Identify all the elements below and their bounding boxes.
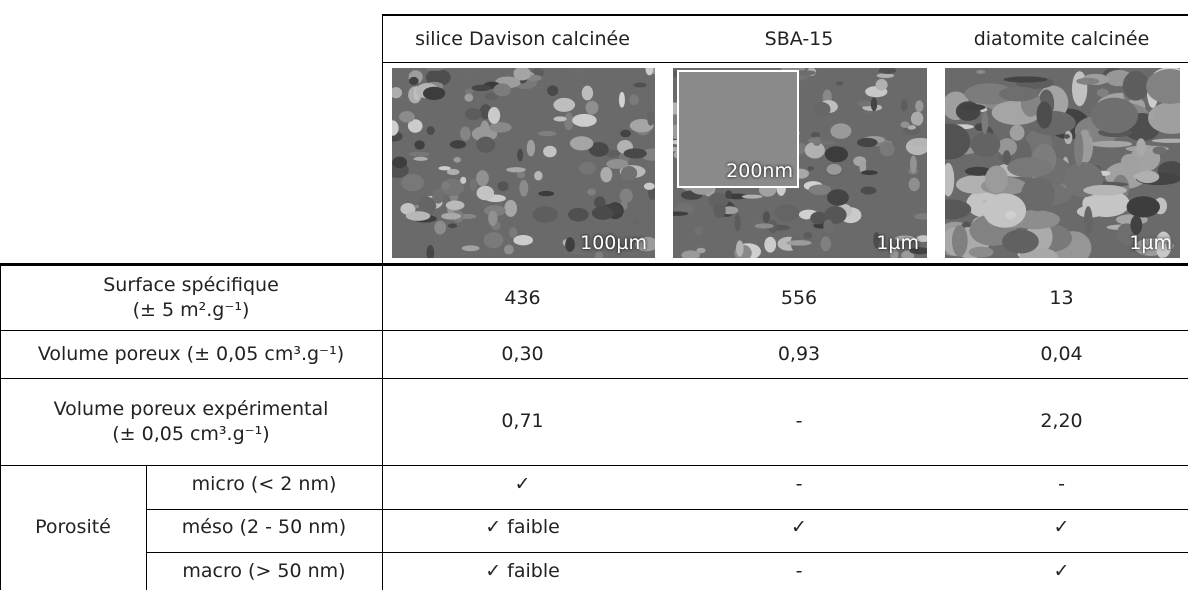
rule <box>146 509 1188 510</box>
cell: 556 <box>780 286 818 309</box>
cell: ✓ faible <box>485 559 560 582</box>
cell: - <box>795 472 803 495</box>
rule <box>382 14 1188 16</box>
row-label-line: Volume poreux expérimental <box>53 397 329 420</box>
scale-label: 1µm <box>1129 232 1172 254</box>
cell: 0,93 <box>777 342 821 365</box>
micrograph-texture <box>392 68 655 258</box>
row-label: Volume poreux (± 0,05 cm³.g⁻¹) <box>0 330 382 378</box>
row-label-line: (± 5 m².g⁻¹) <box>132 299 250 321</box>
micrograph: 1µm <box>945 68 1180 258</box>
rule <box>0 263 1 590</box>
rule <box>0 378 1188 379</box>
cell: 0,71 <box>501 410 544 433</box>
cell: ✓ <box>1053 559 1070 582</box>
column-title: silice Davison calcinée <box>415 27 630 50</box>
column-title: SBA-15 <box>764 27 834 50</box>
cell: ✓ <box>1053 516 1070 539</box>
micrograph: 100µm <box>392 68 655 258</box>
row-label: Surface spécifique (± 5 m².g⁻¹) <box>0 266 382 330</box>
cell: - <box>795 410 803 433</box>
rule <box>146 552 1188 553</box>
rule <box>382 263 383 590</box>
cell: 436 <box>504 286 541 309</box>
cell: ✓ faible <box>485 516 560 539</box>
rule <box>0 330 1188 331</box>
row-label-line: (± 0,05 cm³.g⁻¹) <box>112 422 270 445</box>
row-label: macro (> 50 nm) <box>182 559 346 582</box>
inset-image: 200nm <box>677 70 799 188</box>
rule <box>0 263 1188 266</box>
scale-label: 1µm <box>876 232 919 254</box>
inset-scale-label: 200nm <box>726 160 793 182</box>
scale-label: 100µm <box>580 232 647 254</box>
rule <box>146 465 147 590</box>
row-label-line: Volume poreux (± 0,05 cm³.g⁻¹) <box>37 342 345 365</box>
rule <box>382 62 1188 63</box>
row-label: Volume poreux expérimental (± 0,05 cm³.g⁻… <box>0 378 382 465</box>
row-label: méso (2 - 50 nm) <box>181 516 347 539</box>
cell: 13 <box>1049 286 1074 309</box>
micrograph: 1µm 200nm <box>673 68 927 258</box>
rule <box>382 14 383 265</box>
cell: 0,30 <box>501 342 544 365</box>
cell: ✓ <box>791 516 807 539</box>
cell: - <box>1058 472 1065 495</box>
row-label: micro (< 2 nm) <box>191 472 337 495</box>
cell: 2,20 <box>1040 410 1083 433</box>
micrograph-texture <box>945 68 1180 258</box>
cell: 0,04 <box>1040 342 1083 365</box>
group-label: Porosité <box>35 516 111 539</box>
cell: ✓ <box>514 472 531 495</box>
column-title: diatomite calcinée <box>973 27 1150 50</box>
cell: - <box>795 559 803 582</box>
row-label-line: Surface spécifique <box>103 274 279 297</box>
rule <box>0 465 1188 466</box>
